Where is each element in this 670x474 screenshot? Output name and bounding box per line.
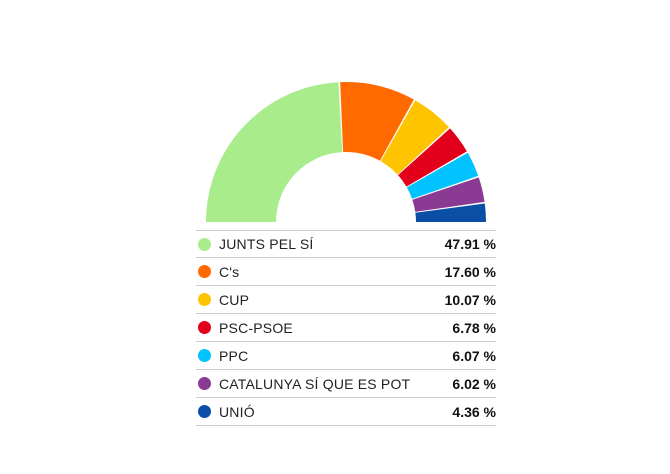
- slice-5: [412, 177, 485, 212]
- legend-swatch: [198, 321, 211, 334]
- legend-label: CATALUNYA SÍ QUE ES POT: [219, 375, 411, 392]
- legend-swatch: [198, 377, 211, 390]
- legend-label: PSC-PSOE: [219, 319, 293, 336]
- slice-0: [206, 82, 343, 222]
- legend-row: PPC 6.07 %: [196, 342, 496, 370]
- legend-row: CUP 10.07 %: [196, 286, 496, 314]
- legend-row: C's 17.60 %: [196, 258, 496, 286]
- legend-label: PPC: [219, 347, 249, 364]
- legend-row: CATALUNYA SÍ QUE ES POT 6.02 %: [196, 370, 496, 398]
- slice-2: [380, 100, 449, 175]
- legend-label: C's: [219, 263, 240, 280]
- legend-swatch: [198, 405, 211, 418]
- legend-value: 6.02 %: [452, 375, 496, 392]
- legend-swatch: [198, 293, 211, 306]
- legend: JUNTS PEL SÍ 47.91 % C's 17.60 % CUP 10.07 % P…: [196, 230, 496, 426]
- legend-swatch: [198, 265, 211, 278]
- legend-row: JUNTS PEL SÍ 47.91 %: [196, 230, 496, 258]
- slice-6: [415, 203, 486, 222]
- slice-1: [340, 82, 414, 161]
- legend-row: PSC-PSOE 6.78 %: [196, 314, 496, 342]
- legend-value: 4.36 %: [452, 403, 496, 420]
- legend-label: CUP: [219, 291, 250, 308]
- legend-value: 6.78 %: [452, 319, 496, 336]
- legend-swatch: [198, 237, 211, 251]
- legend-swatch: [198, 349, 211, 362]
- slice-3: [398, 128, 467, 187]
- legend-label: UNIÓ: [219, 403, 255, 420]
- slice-4: [406, 152, 479, 199]
- legend-value: 10.07 %: [444, 291, 496, 308]
- legend-label: JUNTS PEL SÍ: [219, 236, 314, 252]
- legend-value: 6.07 %: [452, 347, 496, 364]
- legend-value: 47.91 %: [444, 236, 496, 252]
- legend-value: 17.60 %: [444, 263, 496, 280]
- legend-row: UNIÓ 4.36 %: [196, 398, 496, 426]
